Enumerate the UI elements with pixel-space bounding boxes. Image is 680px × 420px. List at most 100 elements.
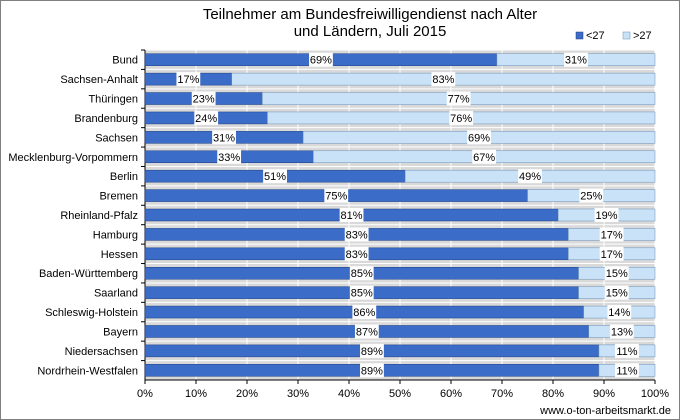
data-label-over-27: 77%: [448, 94, 470, 106]
data-label-under-27: 89%: [361, 346, 383, 358]
x-tick-label: 90%: [593, 388, 615, 400]
x-tick-label: 10%: [185, 388, 207, 400]
chart-title-line-2: und Ländern, Juli 2015: [294, 23, 447, 40]
data-label-over-27: 83%: [432, 74, 454, 86]
category-label: Rheinland-Pfalz: [60, 210, 138, 222]
data-label-under-27-box: [191, 91, 216, 106]
category-label: Bayern: [103, 326, 138, 338]
category-label: Schleswig-Holstein: [45, 307, 138, 319]
data-label-over-27-box: [564, 52, 588, 67]
category-label: Thüringen: [88, 94, 138, 106]
data-label-under-27: 81%: [341, 210, 363, 222]
legend-swatch-under-27: [575, 31, 584, 40]
data-label-under-27: 75%: [325, 191, 347, 203]
data-label-under-27: 85%: [351, 268, 373, 280]
category-label: Bund: [112, 55, 138, 67]
data-label-under-27-box: [176, 72, 201, 87]
category-label: Bremen: [99, 191, 138, 203]
data-label-over-27-box: [599, 227, 624, 242]
data-label-under-27-box: [360, 363, 384, 378]
x-tick-label: 60%: [440, 388, 462, 400]
data-label-over-27-box: [604, 266, 629, 281]
data-label-over-27: 19%: [596, 210, 618, 222]
source-credit: www.o-ton-arbeitsmarkt.de: [539, 405, 671, 417]
data-label-under-27: 24%: [195, 113, 217, 125]
data-label-over-27-box: [472, 149, 497, 164]
data-label-under-27: 69%: [310, 55, 332, 67]
data-label-over-27: 69%: [468, 132, 490, 144]
plot-area: 0% 10% 20% 30% 40% 50% 60% 70% 80% 90% 100% Bund 69%…: [8, 49, 669, 400]
data-label-under-27: 23%: [193, 94, 215, 106]
x-tick-label: 40%: [338, 388, 360, 400]
x-tick-label: 50%: [389, 388, 411, 400]
x-tick-label: 80%: [542, 388, 564, 400]
data-label-over-27: 25%: [580, 191, 602, 203]
legend-label-under-27: <27: [586, 30, 605, 42]
data-label-over-27: 15%: [606, 268, 628, 280]
data-label-under-27: 83%: [346, 229, 368, 241]
chart-title-line-1: Teilnehmer am Bundesfreiwilligendienst n…: [203, 6, 537, 23]
data-label-under-27-box: [217, 149, 242, 164]
data-label-over-27: 49%: [519, 171, 541, 183]
data-label-under-27: 51%: [264, 171, 286, 183]
data-label-over-27-box: [449, 110, 474, 125]
data-label-over-27: 31%: [565, 55, 587, 67]
data-label-under-27: 86%: [353, 307, 375, 319]
data-label-over-27-box: [599, 246, 624, 261]
x-tick-label: 0%: [137, 388, 153, 400]
data-label-over-27-box: [609, 324, 634, 339]
data-label-over-27: 13%: [611, 326, 633, 338]
data-label-over-27: 67%: [473, 152, 495, 164]
data-label-under-27: 85%: [351, 288, 373, 300]
data-label-under-27-box: [339, 208, 364, 222]
data-label-under-27: 33%: [218, 152, 240, 164]
category-label: Mecklenburg-Vorpommern: [8, 152, 138, 164]
x-tick-label: 30%: [287, 388, 309, 400]
data-label-over-27-box: [615, 363, 639, 378]
data-label-under-27: 17%: [177, 74, 199, 86]
data-label-under-27: 31%: [213, 132, 235, 144]
category-label: Baden-Württemberg: [39, 268, 138, 280]
data-label-over-27-box: [594, 208, 619, 222]
data-label-under-27-box: [349, 285, 374, 300]
data-label-over-27-box: [518, 169, 542, 184]
data-label-over-27: 17%: [601, 249, 623, 261]
category-label: Nordrhein-Westfalen: [37, 365, 138, 377]
data-label-over-27: 76%: [450, 113, 472, 125]
data-label-under-27-box: [352, 305, 377, 320]
data-label-over-27: 11%: [616, 365, 637, 377]
category-label: Hamburg: [93, 229, 138, 241]
data-label-under-27: 89%: [361, 365, 383, 377]
data-label-over-27-box: [467, 130, 491, 145]
data-label-over-27-box: [604, 285, 629, 300]
data-label-over-27: 15%: [606, 288, 628, 300]
category-label: Saarland: [94, 288, 138, 300]
data-label-over-27: 11%: [616, 346, 637, 358]
data-label-under-27: 83%: [346, 249, 368, 261]
category-label: Sachsen-Anhalt: [60, 74, 138, 86]
x-tick-label: 100%: [641, 388, 669, 400]
category-label: Hessen: [101, 249, 138, 261]
data-label-under-27-box: [360, 343, 384, 358]
data-label-under-27: 87%: [356, 326, 378, 338]
data-label-over-27-box: [579, 188, 604, 203]
data-label-over-27: 14%: [608, 307, 630, 319]
category-label: Berlin: [110, 171, 138, 183]
data-label-under-27-box: [354, 324, 379, 339]
category-label: Sachsen: [95, 132, 138, 144]
data-label-under-27-box: [263, 169, 287, 184]
data-label-over-27-box: [607, 305, 632, 320]
data-label-under-27-box: [324, 188, 349, 203]
data-label-over-27-box: [431, 72, 456, 87]
data-label-over-27-box: [615, 343, 639, 358]
category-label: Brandenburg: [74, 113, 138, 125]
legend-swatch-over-27: [622, 31, 631, 40]
data-label-over-27-box: [446, 91, 471, 106]
category-label: Niedersachsen: [65, 346, 138, 358]
data-label-under-27-box: [309, 52, 333, 67]
data-label-under-27-box: [349, 266, 374, 281]
data-label-under-27-box: [212, 130, 236, 145]
data-label-under-27-box: [344, 227, 369, 242]
x-tick-label: 20%: [236, 388, 258, 400]
